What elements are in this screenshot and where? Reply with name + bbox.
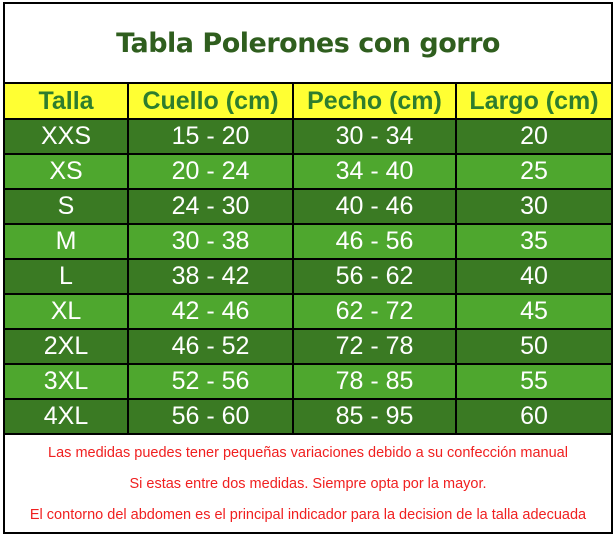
table-cell: 78 - 85 [292,363,457,400]
size-chart: Tabla Polerones con gorro Talla Cuello (c… [3,2,613,534]
table-cell: 60 [455,398,611,435]
table-row: XL 42 - 46 62 - 72 45 [5,293,611,330]
table-cell: 25 [455,153,611,190]
table-row: S 24 - 30 40 - 46 30 [5,188,611,225]
notes: Las medidas puedes tener pequeñas variac… [5,435,611,538]
table-row: 3XL 52 - 56 78 - 85 55 [5,363,611,400]
table-cell: 15 - 20 [127,118,294,155]
table-cell: 2XL [5,328,129,365]
table-cell: 4XL [5,398,129,435]
table-cell: 24 - 30 [127,188,294,225]
table-cell: 72 - 78 [292,328,457,365]
column-header: Cuello (cm) [127,84,294,120]
table-cell: 3XL [5,363,129,400]
table-row: 2XL 46 - 52 72 - 78 50 [5,328,611,365]
size-table: Talla Cuello (cm) Pecho (cm) Largo (cm) XXS 1… [5,84,611,435]
table-cell: 85 - 95 [292,398,457,435]
table-cell: L [5,258,129,295]
table-cell: 34 - 40 [292,153,457,190]
table-cell: 20 [455,118,611,155]
column-header: Largo (cm) [455,84,611,120]
header-row: Talla Cuello (cm) Pecho (cm) Largo (cm) [5,84,611,120]
note: El contorno del abdomen es el principal … [29,507,587,523]
table-cell: 35 [455,223,611,260]
note: Las medidas puedes tener pequeñas variac… [48,445,568,461]
table-cell: 20 - 24 [127,153,294,190]
table-cell: 50 [455,328,611,365]
column-header: Pecho (cm) [292,84,457,120]
note: Si estas entre dos medidas. Siempre opta… [129,476,487,492]
table-cell: 46 - 56 [292,223,457,260]
table-cell: 56 - 60 [127,398,294,435]
table-cell: 30 [455,188,611,225]
table-row: XXS 15 - 20 30 - 34 20 [5,118,611,155]
table-cell: XL [5,293,129,330]
table-cell: 45 [455,293,611,330]
table-cell: XXS [5,118,129,155]
table-row: 4XL 56 - 60 85 - 95 60 [5,398,611,435]
table-cell: S [5,188,129,225]
table-cell: 46 - 52 [127,328,294,365]
table-row: M 30 - 38 46 - 56 35 [5,223,611,260]
table-cell: 30 - 34 [292,118,457,155]
table-cell: 30 - 38 [127,223,294,260]
table-cell: M [5,223,129,260]
table-cell: 55 [455,363,611,400]
table-cell: 40 - 46 [292,188,457,225]
table-cell: 42 - 46 [127,293,294,330]
table-cell: 40 [455,258,611,295]
chart-title: Tabla Polerones con gorro [5,4,611,84]
table-cell: 38 - 42 [127,258,294,295]
table-cell: 52 - 56 [127,363,294,400]
column-header: Talla [5,84,129,120]
table-cell: 56 - 62 [292,258,457,295]
table-row: XS 20 - 24 34 - 40 25 [5,153,611,190]
table-row: L 38 - 42 56 - 62 40 [5,258,611,295]
table-cell: 62 - 72 [292,293,457,330]
table-cell: XS [5,153,129,190]
